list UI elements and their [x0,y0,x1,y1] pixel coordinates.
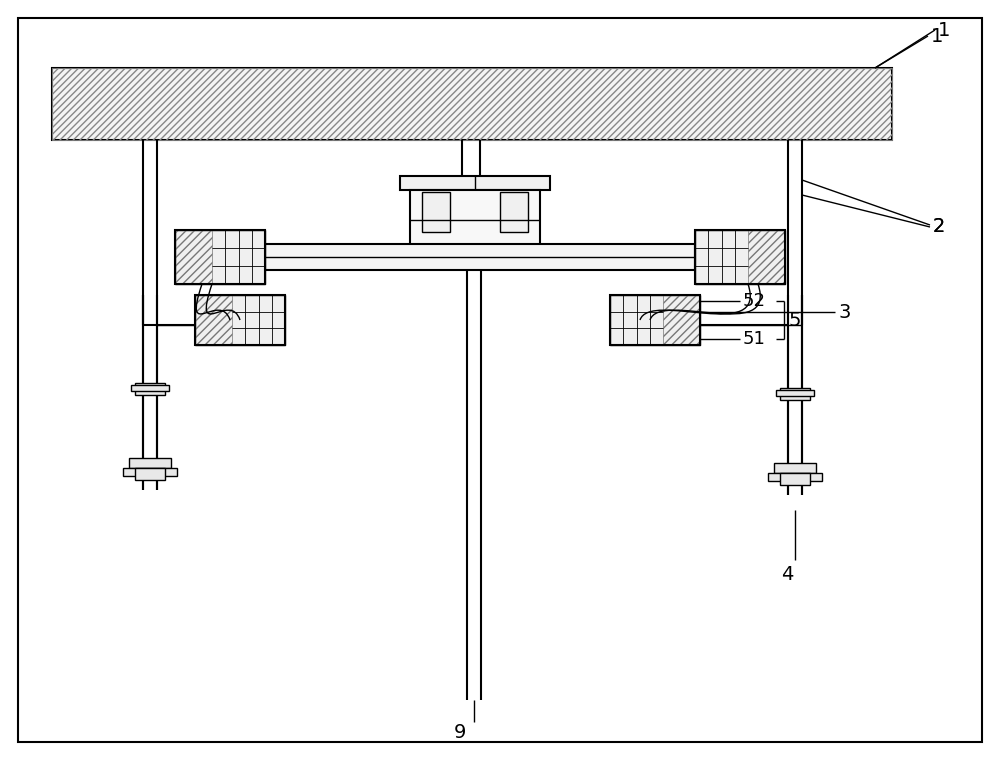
Bar [768,473,822,481]
Bar [780,473,810,485]
Bar [663,295,700,345]
Text: 1: 1 [931,27,943,46]
Bar [748,230,785,284]
Bar [776,390,814,396]
Bar [422,192,450,232]
Text: 5: 5 [788,311,800,330]
Bar [195,295,285,345]
Bar [695,230,785,284]
Text: 1: 1 [938,21,950,40]
Bar [500,192,528,232]
Bar [195,295,285,345]
Bar [135,468,165,480]
Bar [774,463,816,473]
Text: 4: 4 [781,565,793,584]
Text: 9: 9 [454,723,466,742]
Bar [195,295,232,345]
Bar [135,383,165,395]
Bar [52,68,892,140]
Text: 3: 3 [838,302,850,321]
Bar [123,468,177,476]
Bar [175,230,265,284]
Bar [410,190,540,250]
Text: 2: 2 [933,217,945,236]
Bar [265,244,695,270]
Bar [400,176,550,190]
Bar [780,388,810,400]
Text: 2: 2 [933,217,945,236]
Bar [610,295,700,345]
Bar [175,230,265,284]
Text: 51: 51 [743,330,766,348]
Bar [131,385,169,391]
Bar [129,458,171,468]
Bar [695,230,785,284]
Text: 52: 52 [743,292,766,310]
Bar [175,230,212,284]
Bar [610,295,700,345]
Bar [52,68,892,140]
